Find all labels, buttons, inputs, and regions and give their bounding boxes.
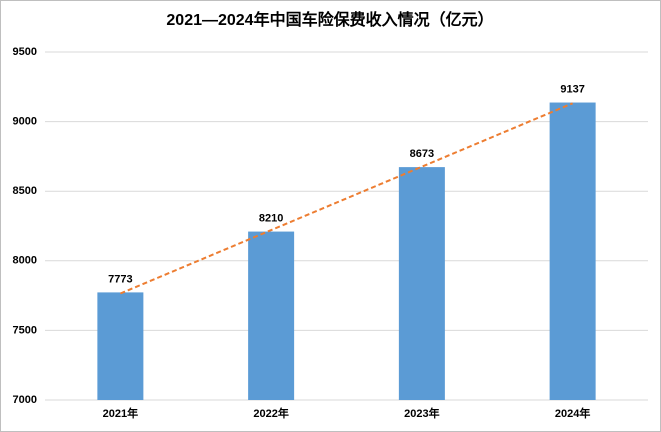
x-tick-label: 2021年 xyxy=(103,406,138,420)
bar xyxy=(97,292,144,400)
bar xyxy=(549,102,596,400)
x-tick-label: 2023年 xyxy=(404,406,439,420)
value-label: 7773 xyxy=(108,273,132,285)
x-tick-label: 2024年 xyxy=(555,406,590,420)
y-tick-label: 8000 xyxy=(13,255,37,267)
bar xyxy=(398,167,445,400)
y-tick-label: 7000 xyxy=(13,394,37,406)
bar xyxy=(248,231,295,400)
y-tick-label: 9000 xyxy=(13,116,37,128)
value-label: 8673 xyxy=(410,148,434,160)
y-tick-label: 7500 xyxy=(13,324,37,336)
chart-title: 2021—2024年中国车险保费收入情况（亿元） xyxy=(166,10,493,29)
value-label: 8210 xyxy=(259,212,283,224)
y-tick-label: 9500 xyxy=(13,46,37,58)
value-label: 9137 xyxy=(560,83,584,95)
x-tick-label: 2022年 xyxy=(253,406,288,420)
trendline xyxy=(119,102,574,295)
y-tick-label: 8500 xyxy=(13,185,37,197)
